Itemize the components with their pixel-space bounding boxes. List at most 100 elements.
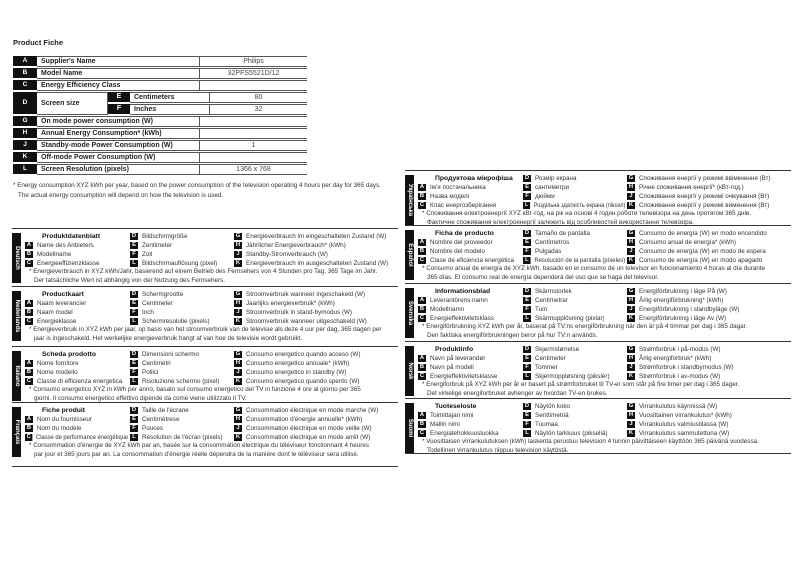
- row-value: Philips: [200, 56, 307, 67]
- item-label: Senttimetriä: [535, 412, 569, 419]
- letter-badge: K: [234, 434, 242, 441]
- item-label: Virrankulutus käynnissä (W): [639, 403, 718, 410]
- row-value: [200, 80, 307, 91]
- language-label: Italiano: [12, 351, 21, 401]
- letter-badge: G: [234, 291, 242, 298]
- item-label: Energiförbrukning i standbyläge (W): [639, 306, 740, 313]
- letter-badge: K: [627, 202, 635, 209]
- letter-badge: A: [418, 412, 426, 419]
- letter-badge: D: [523, 403, 531, 410]
- row-letter: E: [108, 92, 130, 102]
- letter-badge: K: [234, 260, 242, 267]
- section-item: J Споживання енергії у режимі очікування …: [627, 192, 769, 201]
- letter-badge: C: [25, 434, 33, 441]
- letter-badge: G: [627, 230, 635, 237]
- language-name: Français: [13, 419, 20, 445]
- section-item: A Nom du fournisseur: [25, 415, 92, 424]
- row-label: Model Name: [37, 68, 200, 79]
- language-section-7: Svenska Informationsblad D Skärmstorlek G Ene…: [405, 283, 791, 340]
- section-item: C Clase de eficiencia energética: [418, 256, 514, 265]
- section-item: F Zoll: [130, 250, 152, 259]
- language-name: Українська: [406, 183, 413, 217]
- section-footnote: * Energieverbrauch in XYZ kWh/Jahr, basi…: [29, 267, 395, 285]
- letter-badge: J: [234, 251, 242, 258]
- section-item: F Tommer: [523, 363, 558, 372]
- item-label: Розмір екрана: [535, 175, 577, 182]
- section-item: J Energiförbrukning i standbyläge (W): [627, 305, 739, 314]
- item-label: Centimeter: [535, 355, 566, 362]
- letter-badge: K: [234, 318, 242, 325]
- item-label: Consommation d'énergie annuelle* (kWh): [246, 416, 363, 423]
- letter-badge: C: [25, 378, 33, 385]
- footnote-line-1: * Energiförbrukning XYZ kWh per år, base…: [422, 323, 748, 330]
- letter-badge: C: [418, 430, 426, 437]
- item-label: Споживання енергії у режимі очікування (…: [639, 193, 770, 200]
- letter-badge: A: [418, 297, 426, 304]
- item-label: Zoll: [142, 251, 153, 258]
- letter-badge: F: [130, 425, 138, 432]
- row-label: Annual Energy Consumption* (kWh): [37, 128, 200, 139]
- letter-badge: L: [523, 430, 531, 437]
- letter-badge: E: [523, 297, 531, 304]
- language-name: Deutsch: [13, 246, 20, 270]
- section-item: E Centimètrese: [130, 415, 179, 424]
- item-label: Årlig energiforbruk* (kWh): [639, 355, 712, 362]
- letter-badge: C: [25, 260, 33, 267]
- section-item: C Energieffektivitetsklasse: [418, 372, 497, 381]
- letter-badge: H: [234, 360, 242, 367]
- item-label: Tuumaa: [535, 421, 558, 428]
- row-label: Screen Resolution (pixels): [37, 164, 200, 175]
- language-section-2: Nederlands Productkaart D Schermgrootte G Str…: [12, 286, 398, 343]
- item-label: Consommation électrique en mode marche (…: [246, 407, 379, 414]
- section-item: K Consumo de energía (W) en modo apagado: [627, 256, 762, 265]
- letter-badge: F: [523, 364, 531, 371]
- letter-badge: H: [234, 416, 242, 423]
- language-section-5: Українська Продуктова мікрофіша D Розмір ек…: [405, 170, 791, 227]
- item-label: Skjermoppløsning (piksler): [535, 373, 610, 380]
- item-label: Energieklasse: [37, 318, 77, 325]
- item-label: Näytön koko: [535, 403, 571, 410]
- letter-badge: E: [523, 239, 531, 246]
- letter-badge: B: [25, 369, 33, 376]
- item-label: Bildschirmauflösung (pixel): [142, 260, 218, 267]
- section-item: B Nom du modèle: [25, 424, 81, 433]
- sub-rows: E Centimeters 80 F Inches 32: [108, 92, 307, 115]
- section-item: D Bildschirmgröße: [130, 232, 188, 241]
- letter-badge: D: [130, 407, 138, 414]
- footnote-line-2: Det virkelige energiforbruket avhenger a…: [427, 390, 608, 397]
- letter-badge: C: [418, 257, 426, 264]
- letter-badge: G: [627, 288, 635, 295]
- section-item: L Résolution de l'écran (pixels): [130, 433, 223, 442]
- row-label: Supplier's Name: [37, 56, 200, 67]
- letter-badge: D: [523, 230, 531, 237]
- row-value: [200, 128, 307, 139]
- footnote-line-1: * Vuosittaisen virrankulutuksen (kWh) la…: [422, 438, 759, 445]
- footnote-line-2: Фактичне споживання електроенергії залеж…: [427, 219, 694, 226]
- table-row: K Off-mode Power Consumption (W): [13, 152, 307, 163]
- item-label: Energiförbrukning i läge På (W): [639, 288, 727, 295]
- item-label: Strømforbruk i av-modus (W): [639, 373, 721, 380]
- item-label: Consumo energetico in standby (W): [246, 369, 347, 376]
- row-label: Energy Efficiency Class: [37, 80, 200, 91]
- item-label: Pouces: [142, 425, 164, 432]
- letter-badge: B: [418, 364, 426, 371]
- letter-badge: D: [523, 288, 531, 295]
- letter-badge: D: [130, 291, 138, 298]
- section-item: B Nome modello: [25, 368, 78, 377]
- letter-badge: B: [25, 251, 33, 258]
- section-item: G Energieverbrauch im eingeschalteten Zus…: [234, 232, 386, 241]
- language-section-3: Italiano Scheda prodotto D Dimensioni scher…: [12, 346, 398, 403]
- item-label: Stroomverbruik wanneer ingeschakeld (W): [246, 291, 365, 298]
- section-item: C Energieffektivitetsklass: [418, 314, 494, 323]
- language-section-9: Suomi Tuoteseloste D Näytön koko G Virrankulu…: [405, 398, 791, 455]
- footnote-line-1: * Energieverbrauch in XYZ kWh/Jahr, basi…: [29, 268, 378, 275]
- item-label: Mallin nimi: [430, 421, 460, 428]
- letter-badge: B: [418, 193, 426, 200]
- language-section-6: Español Ficha de producto D Tamaño de panta…: [405, 225, 791, 282]
- language-label: Norsk: [405, 346, 414, 396]
- item-label: Strømforbruk i på-modus (W): [639, 346, 721, 353]
- section-item: L Resolución de la pantalla (píxeles): [523, 256, 625, 265]
- item-label: Tamaño de pantalla: [535, 230, 590, 237]
- language-label: Nederlands: [12, 291, 21, 341]
- letter-badge: F: [130, 251, 138, 258]
